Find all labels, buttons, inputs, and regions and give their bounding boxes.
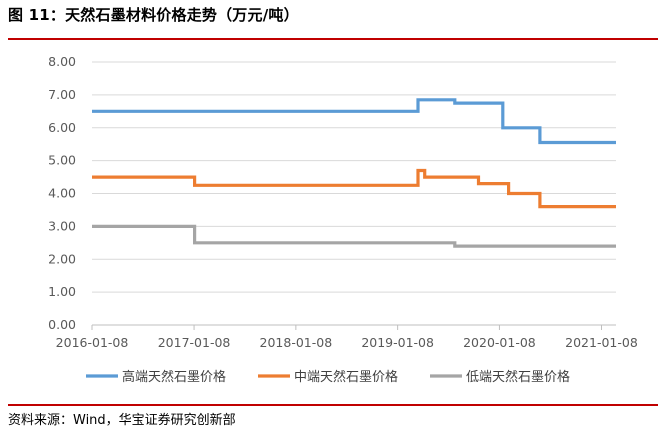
y-tick-label: 0.00 — [48, 317, 76, 332]
series-line-1 — [92, 168, 616, 209]
x-tick-label: 2020-01-08 — [463, 335, 536, 350]
series-lines — [92, 98, 616, 248]
y-tick-label: 5.00 — [48, 153, 76, 168]
title-rule — [8, 38, 658, 40]
y-tick-label: 3.00 — [48, 218, 76, 233]
legend-label-1: 中端天然石墨价格 — [294, 369, 398, 385]
y-tick-label: 2.00 — [48, 251, 76, 266]
source-note: 资料来源：Wind，华宝证券研究创新部 — [8, 413, 236, 428]
y-tick-label: 8.00 — [48, 54, 76, 69]
series-line-0 — [92, 98, 616, 145]
legend-label-0: 高端天然石墨价格 — [122, 369, 226, 385]
footer-rule — [8, 404, 658, 406]
x-tick-label: 2016-01-08 — [56, 335, 129, 350]
legend-label-2: 低端天然石墨价格 — [466, 369, 570, 385]
x-tick-label: 2019-01-08 — [361, 335, 434, 350]
x-tick-label: 2021-01-08 — [565, 335, 638, 350]
x-tick-label: 2017-01-08 — [158, 335, 231, 350]
y-tick-label: 7.00 — [48, 87, 76, 102]
y-axis-ticks: 0.00 1.00 2.00 3.00 4.00 5.00 6.00 7.00 8.00 — [48, 54, 76, 332]
series-line-2 — [92, 224, 616, 248]
y-tick-label: 6.00 — [48, 120, 76, 135]
y-tick-label: 4.00 — [48, 186, 76, 201]
legend: 高端天然石墨价格 中端天然石墨价格 低端天然石墨价格 — [86, 369, 570, 385]
x-axis: 2016-01-08 2017-01-08 2018-01-08 2019-01-08… — [56, 324, 638, 350]
figure-title: 图 11：天然石墨材料价格走势（万元/吨） — [8, 6, 299, 24]
y-tick-label: 1.00 — [48, 284, 76, 299]
x-tick-label: 2018-01-08 — [260, 335, 333, 350]
